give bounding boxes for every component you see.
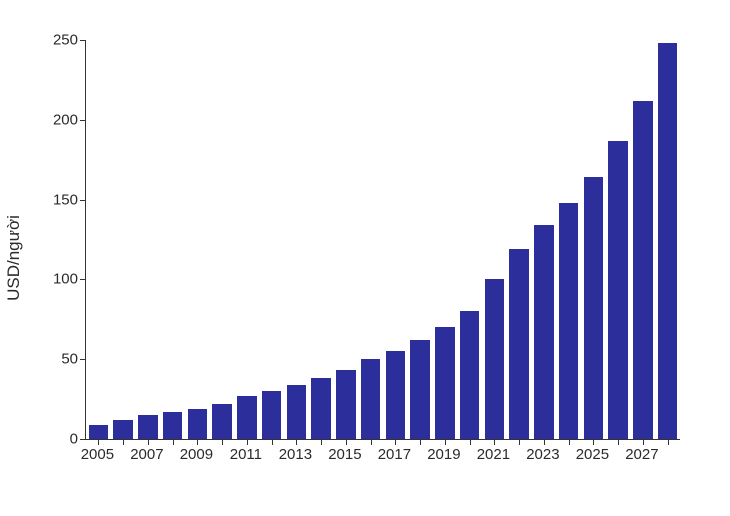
y-tick: [80, 40, 86, 41]
x-tick: [123, 439, 124, 445]
bar: [633, 101, 652, 439]
bar: [163, 412, 182, 439]
x-tick-label: 2005: [81, 446, 114, 463]
x-tick: [643, 439, 644, 445]
bar: [386, 351, 405, 439]
bar: [410, 340, 429, 439]
bar: [361, 359, 380, 439]
y-tick: [80, 439, 86, 440]
x-tick-label: 2025: [576, 446, 609, 463]
x-tick: [222, 439, 223, 445]
x-tick: [593, 439, 594, 445]
x-tick: [668, 439, 669, 445]
x-tick: [321, 439, 322, 445]
bar: [559, 203, 578, 439]
x-tick-label: 2011: [230, 446, 262, 463]
x-tick: [148, 439, 149, 445]
x-tick-label: 2007: [130, 446, 163, 463]
x-tick: [173, 439, 174, 445]
x-tick-label: 2013: [279, 446, 312, 463]
bar: [608, 141, 627, 439]
x-tick-label: 2017: [378, 446, 411, 463]
x-tick: [420, 439, 421, 445]
x-tick-label: 2023: [526, 446, 559, 463]
y-axis-label: USD/người: [4, 215, 24, 301]
x-tick: [470, 439, 471, 445]
y-tick-label: 150: [53, 191, 78, 208]
plot-area: [85, 40, 680, 440]
bar: [658, 43, 677, 439]
y-tick: [80, 200, 86, 201]
x-tick-label: 2027: [625, 446, 658, 463]
bar: [311, 378, 330, 439]
bar: [435, 327, 454, 439]
bar: [262, 391, 281, 439]
bar: [138, 415, 157, 439]
bar: [485, 279, 504, 439]
x-tick: [395, 439, 396, 445]
x-tick: [445, 439, 446, 445]
x-tick: [494, 439, 495, 445]
bar: [584, 177, 603, 439]
y-tick-label: 200: [53, 111, 78, 128]
x-tick: [346, 439, 347, 445]
y-tick-label: 250: [53, 32, 78, 49]
bar: [460, 311, 479, 439]
x-tick: [197, 439, 198, 445]
bar: [287, 385, 306, 439]
bar: [188, 409, 207, 439]
x-tick: [569, 439, 570, 445]
x-tick: [296, 439, 297, 445]
x-tick: [519, 439, 520, 445]
bar: [212, 404, 231, 439]
y-tick: [80, 359, 86, 360]
x-tick: [247, 439, 248, 445]
bar: [336, 370, 355, 439]
y-tick-label: 0: [70, 431, 78, 448]
y-tick: [80, 279, 86, 280]
x-tick-label: 2021: [477, 446, 510, 463]
chart-container: USD/người 0 50 100 150 200 250 2005 2007 2009 201…: [0, 0, 730, 516]
bar: [509, 249, 528, 439]
bar: [89, 425, 108, 439]
x-tick: [544, 439, 545, 445]
bar: [534, 225, 553, 439]
x-tick: [371, 439, 372, 445]
bar: [237, 396, 256, 439]
y-tick-label: 50: [61, 351, 78, 368]
x-tick-label: 2019: [427, 446, 460, 463]
bar: [113, 420, 132, 439]
x-tick-label: 2015: [328, 446, 361, 463]
y-tick-label: 100: [53, 271, 78, 288]
x-tick: [98, 439, 99, 445]
y-tick: [80, 120, 86, 121]
x-tick: [618, 439, 619, 445]
x-tick-label: 2009: [180, 446, 213, 463]
x-tick: [272, 439, 273, 445]
